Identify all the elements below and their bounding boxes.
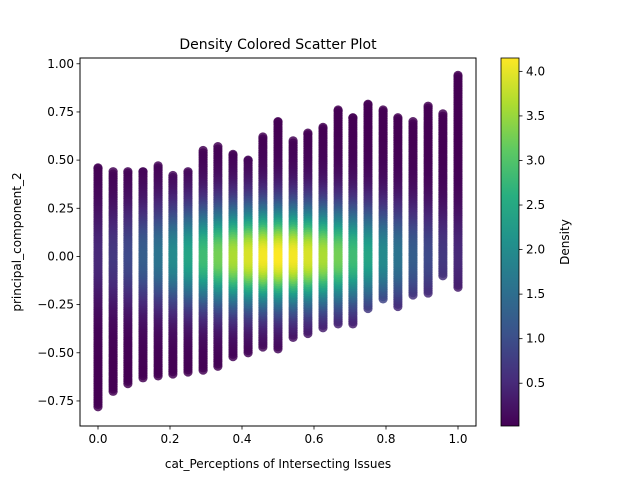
y-tick-label: 0.00 — [47, 249, 74, 263]
scatter-point — [453, 252, 463, 262]
colorbar-tick-label: 1.0 — [526, 332, 545, 346]
colorbar-tick-label: 2.0 — [526, 243, 545, 257]
colorbar-tick-label: 3.5 — [526, 109, 545, 123]
scatter-point — [423, 251, 433, 261]
x-axis-ticks: 0.0 0.2 0.4 0.6 0.8 1.0 — [88, 426, 468, 446]
y-tick-label: −0.75 — [37, 394, 74, 408]
plot-frame — [79, 57, 477, 427]
scatter-point — [348, 252, 358, 262]
colorbar — [500, 57, 520, 427]
scatter-point — [363, 253, 373, 263]
scatter-point — [153, 251, 163, 261]
scatter-point — [138, 253, 148, 263]
colorbar-ticks: 0.5 1.0 1.5 2.0 2.5 3.0 3.5 4.0 — [519, 64, 545, 390]
scatter-point — [198, 252, 208, 262]
y-tick-label: −0.50 — [37, 346, 74, 360]
scatter-point — [273, 251, 283, 262]
y-axis-ticks: −0.75 −0.50 −0.25 0.00 0.25 0.50 0.75 1.00 — [37, 57, 80, 408]
x-tick-label: 0.6 — [304, 432, 323, 446]
scatter-point — [123, 251, 133, 262]
scatter-point — [228, 252, 238, 262]
y-tick-label: −0.25 — [37, 298, 74, 312]
scatter-point — [258, 252, 268, 262]
x-axis-label: cat_Perceptions of Intersecting Issues — [165, 457, 391, 471]
scatter-point — [183, 251, 193, 262]
colorbar-tick-label: 3.0 — [526, 153, 545, 167]
scatter-point — [108, 252, 118, 262]
scatter-point — [393, 251, 403, 261]
y-axis-label: principal_component_2 — [10, 172, 24, 311]
scatter-point — [93, 251, 103, 262]
colorbar-tick-label: 2.5 — [526, 198, 545, 212]
scatter-point — [303, 252, 313, 262]
y-tick-label: 0.75 — [47, 105, 74, 119]
scatter-point — [243, 251, 253, 261]
scatter-point — [288, 251, 298, 262]
y-tick-label: 0.25 — [47, 201, 74, 215]
chart-title: Density Colored Scatter Plot — [179, 37, 377, 53]
colorbar-label: Density — [558, 219, 572, 265]
scatter-points — [93, 70, 463, 412]
scatter-point — [318, 251, 328, 261]
colorbar-tick-label: 1.5 — [526, 287, 545, 301]
x-tick-label: 0.4 — [232, 432, 251, 446]
y-tick-label: 1.00 — [47, 57, 74, 71]
scatter-point — [438, 252, 448, 262]
scatter-point — [333, 252, 343, 262]
colorbar-tick-label: 0.5 — [526, 376, 545, 390]
scatter-point — [378, 252, 388, 262]
scatter-point — [213, 253, 223, 263]
x-tick-label: 0.2 — [160, 432, 179, 446]
y-tick-label: 0.50 — [47, 153, 74, 167]
x-tick-label: 0.8 — [376, 432, 395, 446]
scatter-point — [168, 251, 178, 261]
colorbar-tick-label: 4.0 — [526, 64, 545, 78]
x-tick-label: 0.0 — [88, 432, 107, 446]
scatter-point — [408, 251, 418, 261]
x-tick-label: 1.0 — [448, 432, 467, 446]
